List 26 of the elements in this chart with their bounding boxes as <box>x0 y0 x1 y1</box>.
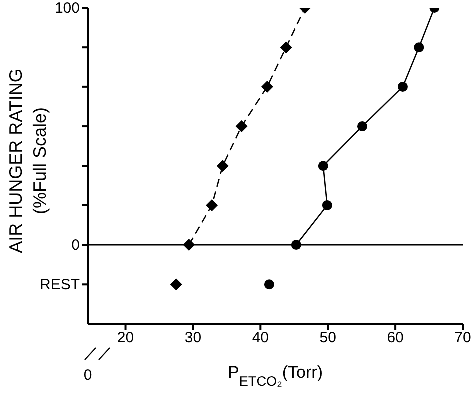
point <box>206 199 218 212</box>
point <box>358 122 368 132</box>
point <box>280 42 292 54</box>
text: 0 <box>84 367 92 384</box>
point <box>261 80 274 93</box>
x-tick-label: 70 <box>454 330 472 347</box>
point <box>264 280 274 290</box>
y-tick-label: 100 <box>54 0 80 17</box>
point <box>291 240 302 250</box>
x-tick-label: 50 <box>320 330 336 347</box>
x-tick-label: 40 <box>252 330 270 347</box>
x-tick-label: 60 <box>387 330 404 347</box>
x-tick-label: 20 <box>117 330 134 347</box>
y-tick-label: 0 <box>72 237 80 254</box>
point <box>414 42 424 53</box>
point <box>236 120 248 133</box>
point <box>318 161 328 172</box>
point <box>170 278 182 291</box>
point <box>216 160 229 172</box>
point <box>398 82 408 92</box>
y-axis-title: AIR HUNGER RATING (%Full Scale) <box>6 68 50 254</box>
point <box>322 200 332 210</box>
y-tick-label: REST <box>40 276 80 294</box>
x-axis-title: P$_{ETCO₂}$(Torr) <box>228 363 323 388</box>
point <box>183 239 196 252</box>
x-tick-label: 30 <box>184 330 202 347</box>
